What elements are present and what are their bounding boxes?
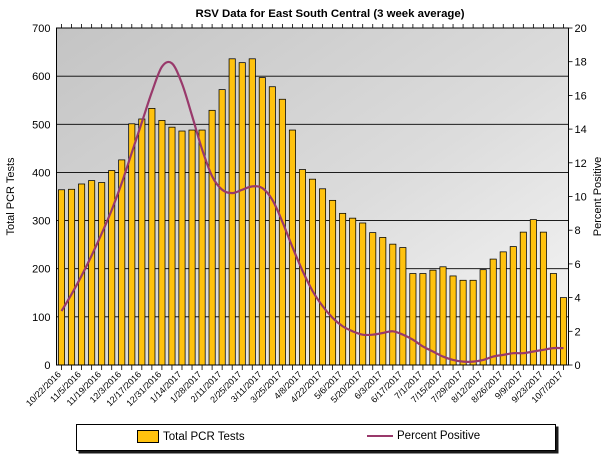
svg-text:100: 100 [32, 312, 50, 324]
svg-text:300: 300 [32, 216, 50, 228]
svg-text:Total PCR Tests: Total PCR Tests [5, 157, 17, 236]
svg-text:10: 10 [575, 192, 587, 204]
svg-text:18: 18 [575, 57, 587, 69]
svg-text:16: 16 [575, 90, 587, 102]
svg-text:20: 20 [575, 23, 587, 35]
svg-text:RSV Data for East South Centra: RSV Data for East South Central (3 week … [195, 8, 464, 20]
svg-text:500: 500 [32, 119, 50, 131]
svg-text:200: 200 [32, 264, 50, 276]
svg-text:14: 14 [575, 124, 587, 136]
svg-text:400: 400 [32, 167, 50, 179]
svg-text:2: 2 [575, 326, 581, 338]
svg-text:0: 0 [575, 360, 581, 372]
svg-text:6: 6 [575, 259, 581, 271]
svg-text:700: 700 [32, 23, 50, 35]
svg-text:0: 0 [44, 360, 50, 372]
svg-text:Percent Positive: Percent Positive [592, 157, 604, 236]
svg-text:600: 600 [32, 71, 50, 83]
svg-text:12: 12 [575, 158, 587, 170]
svg-text:8: 8 [575, 225, 581, 237]
svg-text:4: 4 [575, 293, 581, 305]
